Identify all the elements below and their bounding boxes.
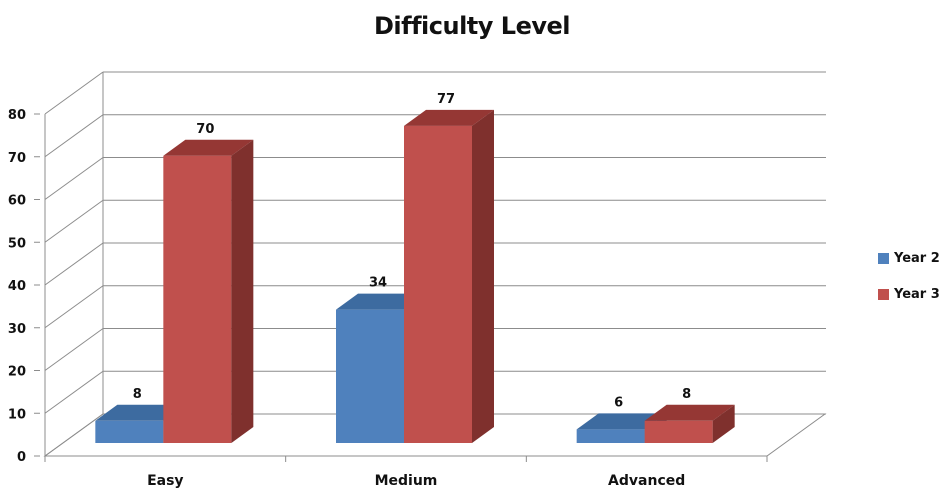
y-tick-label: 20: [8, 365, 26, 380]
y-tick-label: 30: [8, 322, 26, 337]
bar-top: [644, 404, 735, 421]
bar-top: [336, 293, 426, 310]
y-tick-label: 0: [17, 450, 26, 465]
legend-label: Year 3: [894, 286, 940, 302]
bar-top: [576, 413, 667, 430]
bar-front: [644, 420, 713, 443]
bar-front: [576, 429, 645, 443]
data-labels: 8 70 34 77 6 8: [133, 92, 691, 411]
gridline-side: [44, 71, 104, 115]
bar-side: [712, 404, 735, 443]
gridline-side: [44, 370, 104, 414]
bar-top: [95, 404, 186, 421]
bar-front: [404, 125, 472, 443]
data-label: 77: [437, 92, 455, 107]
y-tick-label: 50: [8, 236, 26, 251]
legend-item: Year 2: [878, 249, 940, 267]
gridline-side: [44, 242, 104, 286]
gridline-side: [44, 199, 104, 243]
y-tick-label: 70: [8, 151, 26, 166]
y-tick-label: 60: [8, 194, 26, 209]
data-label: 8: [133, 387, 142, 402]
gridline-side: [44, 328, 104, 371]
legend-label: Year 2: [894, 250, 940, 266]
bar-front: [336, 309, 404, 443]
legend-swatch: [878, 288, 889, 300]
x-tick-label: Advanced: [608, 473, 685, 489]
data-label: 70: [196, 122, 214, 137]
axes: 0 10 20 30 40 50 60 70 80 Easy Medium Advanced: [8, 72, 827, 489]
bar-front: [95, 420, 164, 443]
bars: [95, 109, 735, 443]
data-label: 8: [682, 387, 691, 402]
x-tick-label: Easy: [147, 473, 183, 489]
y-tick-label: 10: [8, 407, 26, 422]
legend-swatch: [878, 252, 889, 264]
legend-item: Year 3: [878, 285, 940, 303]
gridline-side: [44, 114, 104, 158]
legend: Year 2 Year 3: [878, 249, 940, 321]
data-label: 34: [369, 276, 387, 291]
gridline-side: [44, 285, 104, 329]
bar-side: [231, 139, 254, 443]
bar-front: [163, 155, 232, 443]
chart-title: Difficulty Level: [374, 12, 571, 40]
bar-top: [163, 139, 254, 156]
y-tick-label: 40: [8, 279, 26, 294]
data-label: 6: [614, 395, 623, 410]
x-tick-label: Medium: [375, 473, 438, 489]
bar-top: [404, 109, 494, 126]
y-tick-label: 80: [8, 108, 26, 123]
gridline-side: [44, 157, 104, 200]
bar-side: [472, 109, 494, 443]
